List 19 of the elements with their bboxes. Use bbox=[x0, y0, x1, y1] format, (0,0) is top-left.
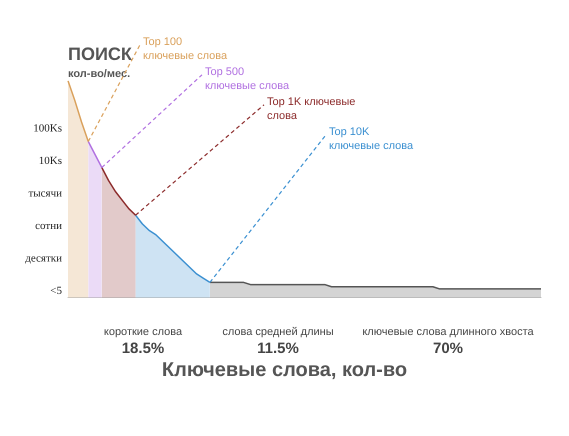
text: ключевые слова длинного хвоста bbox=[361, 326, 535, 338]
chart-title: ПОИСК bbox=[68, 44, 133, 64]
text: слова средней длины bbox=[221, 326, 335, 338]
text: 70% bbox=[432, 340, 464, 357]
text: <5 bbox=[50, 284, 62, 297]
text: тысячи bbox=[28, 187, 62, 200]
text: 11.5% bbox=[256, 340, 300, 357]
text: сотни bbox=[35, 220, 62, 232]
text: Top 500 ключевые слова bbox=[205, 66, 290, 92]
text: десятки bbox=[25, 252, 62, 264]
text: Top 1K ключевые слова bbox=[267, 96, 356, 122]
text: 18.5% bbox=[120, 340, 166, 357]
text: Top 100 ключевые слова bbox=[143, 36, 228, 62]
text: Top 10K ключевые слова bbox=[329, 126, 414, 152]
x-axis-title: Ключевые слова, кол-во bbox=[160, 359, 408, 382]
text: 100Ks bbox=[33, 122, 62, 134]
text: 10Ks bbox=[38, 154, 62, 167]
chart-subtitle: кол-во/мес. bbox=[68, 68, 130, 80]
text: короткие слова bbox=[102, 326, 184, 338]
